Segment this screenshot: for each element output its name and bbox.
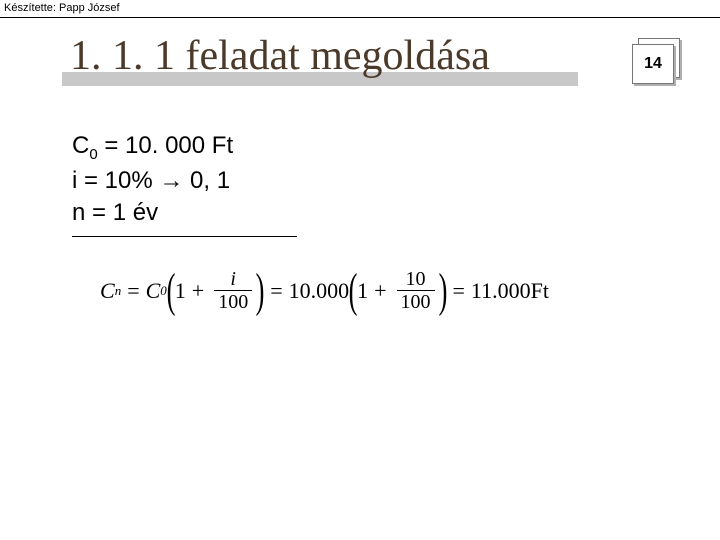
params-divider [72,236,297,237]
param-c0-rest: = 10. 000 Ft [98,132,233,159]
eq-sign-2: = [270,278,282,304]
fraction-1: i 100 [214,269,252,312]
plus-2: + [374,278,386,304]
page-title: 1. 1. 1 feladat megoldása [70,32,570,80]
fraction-2: 10 100 [397,269,435,312]
frac1-den: 100 [214,292,252,312]
one-2: 1 [357,278,368,304]
param-n: n = 1 év [72,197,720,229]
left-paren-2-icon: ( [349,267,358,315]
page-badge: 14 [632,38,680,84]
formula-block: Cn = C0 ( 1 + i 100 ) = 10.000 ( 1 + 10 … [100,267,720,315]
param-c0-var: C [72,132,89,159]
parameters-block: C0 = 10. 000 Ft i = 10% → 0, 1 n = 1 év [72,130,720,230]
title-block: 1. 1. 1 feladat megoldása [70,32,570,80]
page-number: 14 [632,44,674,84]
param-c0: C0 = 10. 000 Ft [72,130,720,165]
eq-sign-1: = [127,278,139,304]
result-value: 11.000 [471,278,531,304]
rhs1-var: C [146,278,161,304]
frac2-den: 100 [397,292,435,312]
right-paren-1-icon: ) [256,267,265,315]
author-line: Készítette: Papp József [4,2,120,14]
one-1: 1 [175,278,186,304]
frac2-num: 10 [402,269,430,289]
param-c0-sub: 0 [89,146,97,163]
plus-1: + [192,278,204,304]
left-paren-1-icon: ( [166,267,175,315]
paren-group-2: ( 1 + 10 100 ) [349,267,446,315]
lhs-var: C [100,278,115,304]
header-bar: Készítette: Papp József [0,0,720,18]
lhs-sub: n [115,283,122,299]
paren-group-1: ( 1 + i 100 ) [167,267,264,315]
val-10000: 10.000 [289,278,350,304]
result-unit: Ft [531,278,549,304]
param-i: i = 10% → 0, 1 [72,165,720,197]
right-paren-2-icon: ) [438,267,447,315]
eq-sign-3: = [453,278,465,304]
frac1-num: i [226,269,240,289]
